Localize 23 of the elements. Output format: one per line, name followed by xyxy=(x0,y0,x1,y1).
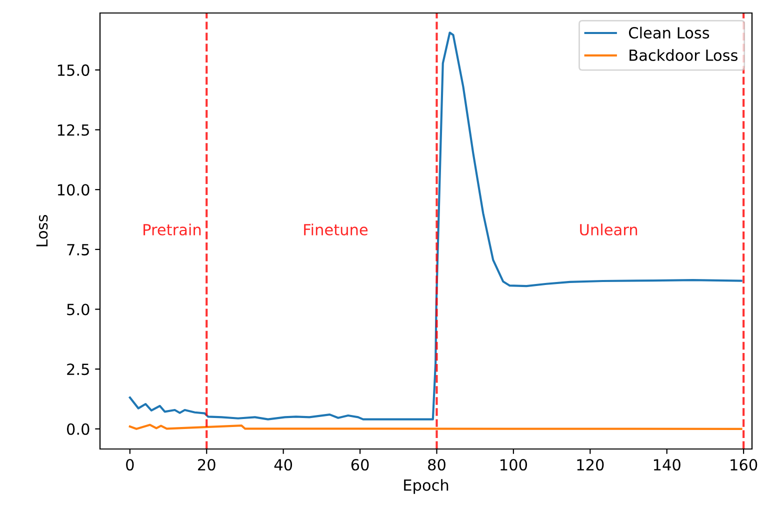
x-tick-label: 60 xyxy=(351,458,369,471)
y-tick-label: 0.0 xyxy=(66,423,90,435)
x-tick-label: 20 xyxy=(198,458,216,471)
y-tick-label: 12.5 xyxy=(58,124,89,136)
x-tick-label: 0 xyxy=(126,458,134,471)
legend-label: Clean Loss xyxy=(628,26,710,39)
y-axis-title: Loss xyxy=(36,214,48,246)
y-tick-label: 15.0 xyxy=(58,64,90,76)
annotation: Finetune xyxy=(304,224,368,236)
y-tick-label: 7.5 xyxy=(67,244,89,256)
legend-label: Backdoor Loss xyxy=(630,49,738,61)
y-tick-label: 2.5 xyxy=(67,364,89,376)
x-axis-title: Epoch xyxy=(404,479,448,494)
annotation: Pretrain xyxy=(144,224,201,236)
annotation: Unlearn xyxy=(580,224,638,236)
x-tick-label: 40 xyxy=(274,458,292,471)
x-tick-label: 80 xyxy=(428,458,446,471)
y-tick-label: 5.0 xyxy=(67,304,90,316)
x-tick-label: 140 xyxy=(654,458,680,471)
x-tick-label: 160 xyxy=(730,458,758,471)
x-tick-label: 100 xyxy=(500,458,528,471)
x-tick-label: 120 xyxy=(577,458,604,471)
y-tick-label: 10.0 xyxy=(58,184,90,196)
